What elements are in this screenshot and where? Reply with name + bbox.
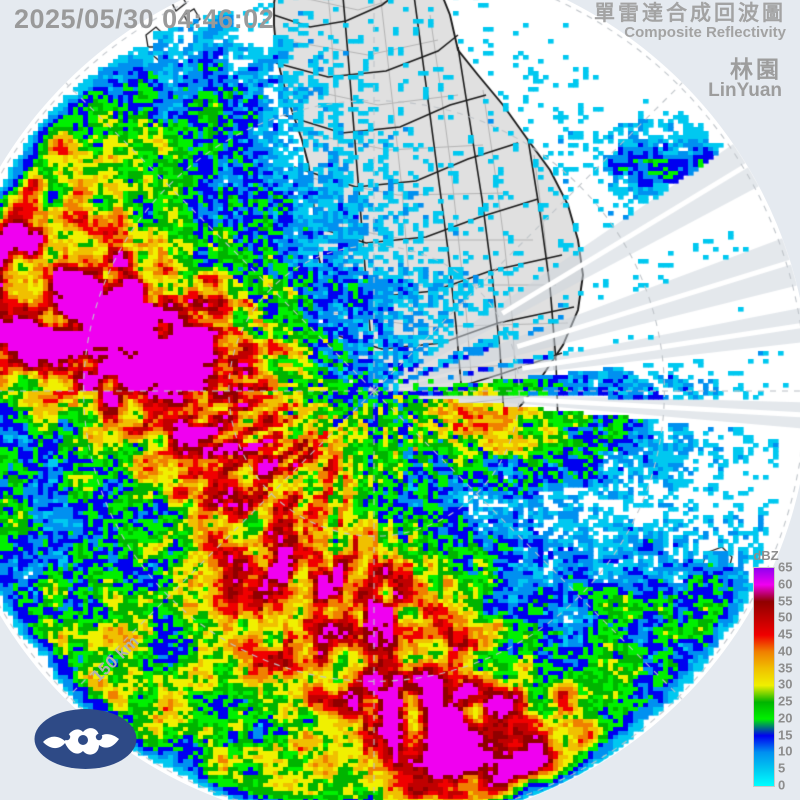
legend-title: dBZ — [753, 548, 779, 563]
legend-tick-5: 5 — [778, 760, 786, 776]
legend-tick-0: 0 — [778, 777, 786, 793]
legend-tick-60: 60 — [778, 576, 793, 592]
legend-tick-35: 35 — [778, 660, 793, 676]
product-title-en: Composite Reflectivity — [624, 24, 786, 42]
station-name-en: LinYuan — [708, 80, 782, 102]
legend-tick-55: 55 — [778, 593, 793, 609]
legend-tick-15: 15 — [778, 727, 793, 743]
legend-tick-25: 25 — [778, 693, 793, 709]
station-name-zh: 林園 — [730, 56, 782, 82]
legend-tick-45: 45 — [778, 626, 793, 642]
legend-tick-30: 30 — [778, 676, 793, 692]
timestamp-label: 2025/05/30 04:46:02 — [14, 4, 275, 34]
station-name-block: 林園 LinYuan — [708, 56, 782, 102]
legend-tick-40: 40 — [778, 643, 793, 659]
legend-tick-20: 20 — [778, 710, 793, 726]
legend-color-bar — [753, 567, 775, 787]
cwb-agency-logo — [34, 709, 137, 769]
product-title-zh: 單雷達合成回波圖 — [594, 2, 786, 25]
legend-tick-65: 65 — [778, 559, 793, 575]
legend-tick-10: 10 — [778, 743, 793, 759]
product-title-block: 單雷達合成回波圖 Composite Reflectivity — [594, 2, 786, 41]
dbz-color-legend: dBZ 65 60 55 50 45 40 35 30 25 20 15 10 5 0 — [742, 548, 798, 798]
legend-tick-50: 50 — [778, 609, 793, 625]
